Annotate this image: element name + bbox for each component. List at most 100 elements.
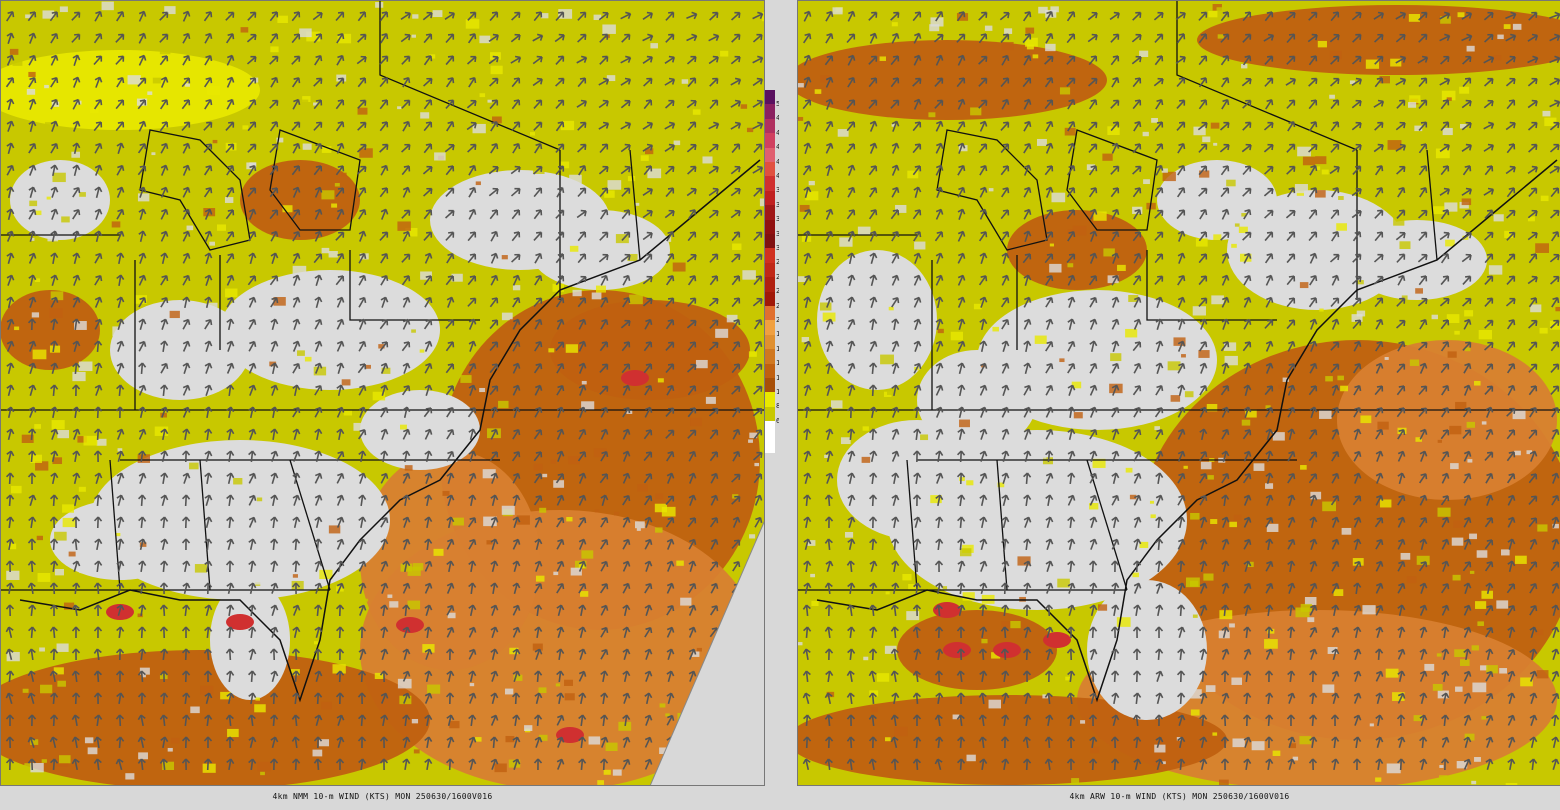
wind-arrow — [336, 451, 345, 462]
wind-arrow — [1044, 99, 1054, 110]
wind-arrow — [533, 473, 543, 484]
wind-arrow — [687, 231, 697, 242]
wind-arrow — [116, 428, 125, 440]
wind-arrow — [1132, 341, 1142, 352]
wind-arrow — [115, 670, 125, 683]
wind-arrow — [423, 99, 433, 110]
speckle — [811, 600, 819, 606]
wind-arrow — [1220, 77, 1230, 88]
wind-arrow — [687, 165, 697, 175]
speckle — [1307, 617, 1315, 623]
wind-arrow — [380, 472, 389, 484]
speckle — [1466, 45, 1475, 52]
speckle — [857, 226, 871, 236]
wind-arrow — [424, 296, 433, 308]
wind-arrow — [891, 560, 900, 573]
wind-arrow — [753, 187, 763, 197]
wind-arrow — [803, 494, 812, 507]
wind-arrow — [6, 340, 15, 352]
speckle — [1139, 50, 1149, 57]
wind-arrow — [555, 297, 565, 308]
speckle — [40, 684, 53, 694]
speckle — [313, 366, 327, 376]
wind-arrow — [1198, 143, 1208, 153]
wind-arrow — [1285, 209, 1296, 219]
speckle — [200, 685, 214, 695]
wind-arrow — [1418, 11, 1428, 21]
wind-arrow — [556, 670, 565, 683]
wind-arrow — [466, 99, 477, 109]
wind-arrow — [1001, 560, 1010, 572]
wind-arrow — [979, 362, 988, 374]
speckle — [762, 323, 765, 332]
speckle — [887, 391, 892, 395]
speckle — [1440, 16, 1451, 24]
wind-arrow — [1242, 55, 1252, 66]
wind-arrow — [1353, 428, 1362, 440]
wind-arrow — [160, 164, 169, 176]
wind-arrow — [270, 384, 279, 396]
wind-arrow — [422, 11, 433, 21]
wind-arrow — [933, 33, 944, 43]
wind-arrow — [556, 186, 565, 198]
wind-arrow — [336, 472, 345, 484]
wind-arrow — [50, 560, 59, 573]
wind-arrow — [979, 164, 988, 176]
wind-arrow — [94, 340, 103, 353]
speckle — [1314, 166, 1321, 171]
wind-arrow — [160, 384, 169, 397]
wind-arrow — [578, 538, 587, 550]
speckle — [1232, 738, 1245, 748]
wind-arrow — [27, 692, 36, 704]
wind-arrow — [467, 297, 477, 307]
speckle — [1199, 170, 1210, 178]
wind-arrow — [1111, 516, 1120, 529]
wind-arrow — [1484, 539, 1494, 550]
speckle — [427, 447, 436, 453]
wind-arrow — [803, 362, 812, 374]
colorbar-swatch — [765, 262, 775, 278]
wind-arrow — [380, 626, 389, 639]
wind-arrow — [313, 648, 323, 661]
wind-arrow — [753, 319, 763, 330]
wind-arrow — [709, 77, 719, 87]
wind-arrow — [534, 143, 543, 154]
wind-arrow — [445, 692, 455, 705]
wind-arrow — [182, 340, 191, 352]
wind-arrow — [116, 450, 125, 462]
wind-arrow — [1023, 494, 1032, 507]
wind-arrow — [1529, 450, 1538, 462]
wind-arrow — [731, 473, 741, 483]
wind-arrow — [468, 626, 477, 638]
speckle — [1414, 125, 1423, 132]
wind-arrow — [664, 77, 676, 86]
wind-arrow — [270, 450, 279, 462]
speckle — [1289, 743, 1297, 749]
speckle — [1464, 310, 1474, 317]
wind-arrow — [687, 517, 697, 528]
wind-arrow — [1351, 55, 1362, 65]
wind-arrow — [1331, 187, 1340, 198]
wind-arrow — [1352, 253, 1362, 263]
speckle — [1210, 519, 1218, 525]
speckle — [805, 191, 819, 201]
wind-arrow — [1505, 297, 1516, 307]
wind-arrow — [555, 99, 565, 109]
wind-arrow — [533, 121, 543, 131]
wind-arrow — [913, 186, 922, 198]
wind-arrow — [576, 275, 587, 285]
speckle — [1319, 308, 1324, 312]
speckle — [321, 146, 332, 153]
wind-arrow — [402, 538, 411, 550]
wind-arrow — [1000, 209, 1010, 220]
wind-arrow — [160, 648, 169, 661]
wind-arrow — [336, 340, 345, 352]
wind-arrow — [1000, 33, 1010, 44]
wind-arrow — [1155, 450, 1164, 462]
wind-arrow — [687, 275, 697, 286]
wind-arrow — [803, 428, 812, 441]
wind-arrow — [380, 648, 389, 660]
speckle — [604, 190, 615, 198]
speckle — [1241, 419, 1251, 426]
wind-arrow — [577, 297, 587, 308]
